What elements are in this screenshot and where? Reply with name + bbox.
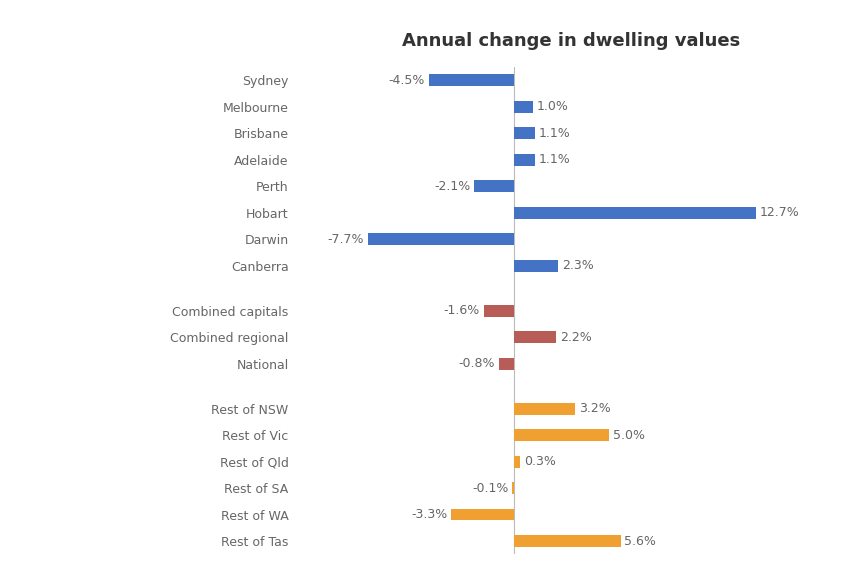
Bar [514,535,620,547]
Bar [514,429,609,441]
Text: 1.1%: 1.1% [538,154,570,166]
Bar [499,358,514,370]
Text: 12.7%: 12.7% [759,206,798,219]
Text: 5.6%: 5.6% [623,535,655,547]
Title: Annual change in dwelling values: Annual change in dwelling values [401,32,740,50]
Text: 0.3%: 0.3% [523,455,555,468]
Bar [514,101,533,113]
Bar [483,305,514,317]
Bar [514,154,535,166]
Bar [514,455,519,467]
Text: -1.6%: -1.6% [443,304,480,317]
Bar [474,181,514,192]
Text: 2.2%: 2.2% [559,331,591,344]
Text: -0.8%: -0.8% [458,357,494,370]
Bar [514,331,555,343]
Text: -0.1%: -0.1% [472,481,508,494]
Bar [514,207,755,218]
Text: 1.1%: 1.1% [538,126,570,140]
Bar [514,127,535,139]
Bar [368,233,514,245]
Text: -3.3%: -3.3% [411,508,447,521]
Text: 2.3%: 2.3% [561,259,592,272]
Text: 3.2%: 3.2% [579,402,610,415]
Text: -4.5%: -4.5% [388,74,424,87]
Bar [514,260,557,271]
Bar [428,74,514,86]
Text: -7.7%: -7.7% [327,233,363,246]
Bar [511,482,514,494]
Bar [514,402,574,415]
Text: 5.0%: 5.0% [612,428,644,442]
Text: -2.1%: -2.1% [434,180,470,193]
Bar [451,508,514,520]
Text: 1.0%: 1.0% [536,100,568,113]
